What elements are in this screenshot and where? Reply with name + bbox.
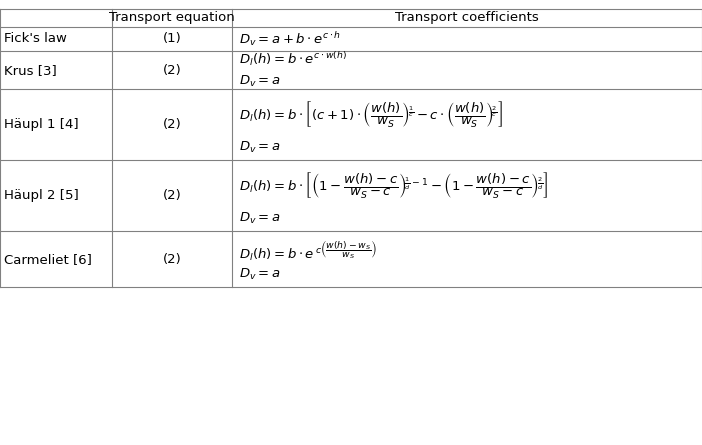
- Text: $D_v = a + b \cdot e^{c \cdot h}$: $D_v = a + b \cdot e^{c \cdot h}$: [239, 30, 340, 48]
- Text: (2): (2): [163, 253, 181, 266]
- Text: Häupl 1 [4]: Häupl 1 [4]: [4, 118, 78, 131]
- Text: (2): (2): [163, 64, 181, 77]
- Text: (2): (2): [163, 118, 181, 131]
- Text: $D_l(h) = b \cdot \left[(c+1) \cdot \left(\dfrac{w(h)}{w_S}\right)^{\!\frac{1}{c: $D_l(h) = b \cdot \left[(c+1) \cdot \lef…: [239, 99, 503, 129]
- Text: $D_v = a$: $D_v = a$: [239, 267, 280, 282]
- Text: Carmeliet [6]: Carmeliet [6]: [4, 253, 91, 266]
- Text: (2): (2): [163, 189, 181, 202]
- Text: $D_l(h) = b \cdot e^{\,c\left(\dfrac{w(h)-w_S}{w_S}\right)}$: $D_l(h) = b \cdot e^{\,c\left(\dfrac{w(h…: [239, 239, 377, 263]
- Text: Krus [3]: Krus [3]: [4, 64, 56, 77]
- Text: (1): (1): [163, 32, 181, 45]
- Text: Häupl 2 [5]: Häupl 2 [5]: [4, 189, 78, 202]
- Text: Transport coefficients: Transport coefficients: [395, 11, 538, 24]
- Text: $D_v = a$: $D_v = a$: [239, 140, 280, 155]
- Text: $D_v = a$: $D_v = a$: [239, 74, 280, 89]
- Text: Transport equation: Transport equation: [109, 11, 235, 24]
- Text: $D_l(h) = b \cdot \left[\left(1 - \dfrac{w(h)-c}{w_S - c}\right)^{\!\frac{1}{d}-: $D_l(h) = b \cdot \left[\left(1 - \dfrac…: [239, 170, 548, 200]
- Text: $D_v = a$: $D_v = a$: [239, 211, 280, 226]
- Text: Fick's law: Fick's law: [4, 32, 67, 45]
- Text: $D_l(h) = b \cdot e^{c \cdot w(h)}$: $D_l(h) = b \cdot e^{c \cdot w(h)}$: [239, 50, 347, 68]
